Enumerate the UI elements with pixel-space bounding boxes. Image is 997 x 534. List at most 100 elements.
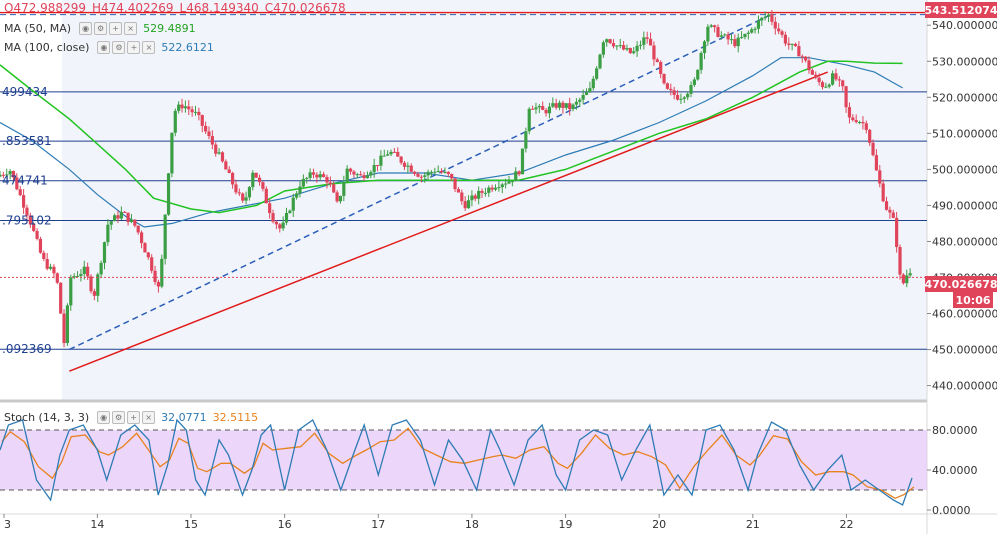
candle-down xyxy=(21,195,26,208)
candle-down xyxy=(544,110,548,114)
candle-down xyxy=(450,173,454,179)
candle-down xyxy=(810,70,814,75)
candle-down xyxy=(847,107,852,118)
candle-down xyxy=(874,155,879,171)
candle-up xyxy=(514,171,518,182)
price-axis[interactable]: 540.000000 530.000000 520.000000 510.000000… xyxy=(927,19,997,393)
ma50-controls[interactable]: ◉ ⚙ + × xyxy=(79,21,138,35)
candle-up xyxy=(581,94,585,100)
ma50-legend[interactable]: MA (50, MA) ◉ ⚙ + × 529.4891 xyxy=(4,20,202,36)
close-icon[interactable]: × xyxy=(124,21,138,35)
candle-down xyxy=(156,281,161,287)
ohlc-low: L468.149340 xyxy=(179,1,259,15)
eye-icon[interactable]: ◉ xyxy=(97,410,111,424)
gear-icon[interactable]: ⚙ xyxy=(112,40,126,54)
candle-up xyxy=(99,262,103,275)
candle-down xyxy=(257,177,262,183)
support-trendline[interactable] xyxy=(69,71,829,372)
candle-up xyxy=(760,17,764,21)
candle-down xyxy=(25,207,29,216)
ohlc-legend: O472.988299 H474.402269 L468.149340 C470… xyxy=(4,0,352,16)
trendlines[interactable] xyxy=(68,13,829,372)
candle-up xyxy=(106,224,110,243)
stoch-controls[interactable]: ◉ ⚙ + × xyxy=(97,410,156,424)
stoch-legend[interactable]: Stoch (14, 3, 3) ◉ ⚙ + × 32.0771 32.5115 xyxy=(4,409,264,425)
candle-down xyxy=(116,215,120,219)
candle-down xyxy=(864,123,868,130)
candle-down xyxy=(38,238,43,253)
candle-down xyxy=(133,219,137,226)
ma100-legend[interactable]: MA (100, close) ◉ ⚙ + × 522.6121 xyxy=(4,39,220,55)
candle-down xyxy=(143,243,147,253)
candle-down xyxy=(271,213,275,222)
candle-down xyxy=(241,193,245,201)
eye-icon[interactable]: ◉ xyxy=(97,40,111,54)
candle-up xyxy=(342,182,346,196)
candle-down xyxy=(136,225,140,233)
candle-down xyxy=(332,184,336,193)
candle-down xyxy=(561,102,565,108)
candle-down xyxy=(881,183,885,202)
candle-down xyxy=(777,28,781,32)
candle-up xyxy=(48,266,53,269)
price-tick-label: 440.000000 xyxy=(932,380,997,393)
candle-up xyxy=(736,37,740,47)
candle-down xyxy=(359,174,363,176)
close-icon[interactable]: × xyxy=(142,40,156,54)
candle-down xyxy=(787,43,791,45)
candle-down xyxy=(315,174,319,178)
candle-down xyxy=(230,172,235,185)
candle-up xyxy=(487,187,491,193)
ma100-controls[interactable]: ◉ ⚙ + × xyxy=(97,40,156,54)
candle-down xyxy=(773,21,777,29)
candle-up xyxy=(615,45,619,47)
candle-down xyxy=(884,201,889,210)
candle-up xyxy=(79,274,83,277)
candle-up xyxy=(618,45,622,47)
candle-down xyxy=(180,104,184,109)
candle-up xyxy=(709,25,713,27)
stoch-overbought-oversold-band xyxy=(0,430,927,490)
candle-down xyxy=(89,276,93,292)
candle-down xyxy=(793,43,798,47)
add-icon[interactable]: + xyxy=(127,40,141,54)
candle-down xyxy=(770,14,774,22)
level-label: .853581 xyxy=(2,134,52,148)
candle-down xyxy=(237,192,241,194)
candle-up xyxy=(251,172,255,188)
candle-down xyxy=(783,34,788,44)
add-icon[interactable]: + xyxy=(109,21,123,35)
candle-down xyxy=(139,232,144,244)
gear-icon[interactable]: ⚙ xyxy=(112,410,126,424)
candle-down xyxy=(92,291,96,296)
stoch-tick-label: 80.0000 xyxy=(932,424,978,437)
candle-up xyxy=(170,132,174,174)
eye-icon[interactable]: ◉ xyxy=(79,21,93,35)
price-tick-label: 450.000000 xyxy=(932,344,997,357)
candle-down xyxy=(362,175,366,179)
gear-icon[interactable]: ⚙ xyxy=(94,21,108,35)
candle-up xyxy=(109,221,113,225)
candle-down xyxy=(375,164,380,166)
candle-up xyxy=(766,14,771,17)
candle-up xyxy=(173,110,177,133)
candle-down xyxy=(463,201,467,209)
stoch-axis[interactable]: 80.0000 40.0000 0.0000 xyxy=(927,424,978,517)
candle-down xyxy=(207,131,211,137)
time-tick-label: 19 xyxy=(559,518,573,531)
add-icon[interactable]: + xyxy=(127,410,141,424)
candle-up xyxy=(72,276,76,278)
candle-up xyxy=(318,174,322,178)
candles xyxy=(0,9,912,348)
close-icon[interactable]: × xyxy=(142,410,156,424)
candle-down xyxy=(473,195,477,199)
time-tick-label: 18 xyxy=(465,518,479,531)
candle-up xyxy=(524,131,528,149)
candle-down xyxy=(328,182,332,185)
time-axis[interactable]: 3 14 15 16 17 18 19 20 21 22 xyxy=(3,514,853,531)
candle-down xyxy=(396,151,400,157)
candle-up xyxy=(692,79,696,86)
candle-down xyxy=(662,73,666,84)
candle-down xyxy=(608,39,612,44)
